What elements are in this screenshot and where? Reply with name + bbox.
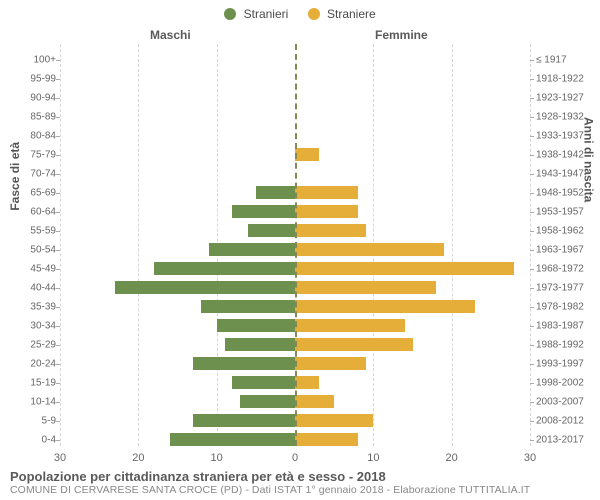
ytick-age: 55-59 [4,225,56,236]
chart-subtitle: COMUNE DI CERVARESE SANTA CROCE (PD) - D… [10,484,590,496]
bar-female [295,433,358,446]
ytick-birth: 1923-1927 [536,92,600,103]
xtick: 20 [446,452,458,464]
legend-item-female: Straniere [308,6,376,21]
ytick-birth: 1983-1987 [536,320,600,331]
ytick-birth: 1943-1947 [536,168,600,179]
gridline [60,44,61,446]
bar-female [295,319,405,332]
bar-male [217,319,295,332]
bar-male [193,357,295,370]
ytick-birth: 1933-1937 [536,130,600,141]
ytick-age: 10-14 [4,396,56,407]
ytick-birth: 1918-1922 [536,73,600,84]
bar-male [240,395,295,408]
ytick-age: 25-29 [4,339,56,350]
ytick-birth: 1988-1992 [536,339,600,350]
bar-female [295,205,358,218]
ytick-age: 15-19 [4,377,56,388]
bar-female [295,243,444,256]
legend-swatch-female [308,8,320,20]
ytick-birth: 1973-1977 [536,282,600,293]
bar-male [256,186,295,199]
ytick-birth: 1968-1972 [536,263,600,274]
ytick-birth: 1998-2002 [536,377,600,388]
xtick: 30 [54,452,66,464]
chart-title: Popolazione per cittadinanza straniera p… [10,469,590,484]
xtick: 10 [367,452,379,464]
ytick-birth: 1958-1962 [536,225,600,236]
ytick-birth: 1963-1967 [536,244,600,255]
ytick-birth: 1953-1957 [536,206,600,217]
bar-male [209,243,295,256]
bar-male [154,262,295,275]
ytick-age: 0-4 [4,434,56,445]
xtick: 0 [292,452,298,464]
bar-female [295,357,366,370]
bar-female [295,338,413,351]
plot-area: 100+≤ 191795-991918-192290-941923-192785… [60,44,530,446]
ytick-birth: 1993-1997 [536,358,600,369]
ytick-age: 50-54 [4,244,56,255]
bar-female [295,224,366,237]
bar-male [201,300,295,313]
ytick-age: 70-74 [4,168,56,179]
legend-label-female: Straniere [327,7,376,21]
ytick-age: 100+ [4,54,56,65]
ytick-age: 90-94 [4,92,56,103]
bar-female [295,414,373,427]
ytick-age: 35-39 [4,301,56,312]
population-pyramid-chart: Stranieri Straniere Maschi Femmine Fasce… [0,0,600,500]
ytick-birth: 1978-1982 [536,301,600,312]
ytick-birth: 2008-2012 [536,415,600,426]
bar-female [295,262,514,275]
xtick: 30 [524,452,536,464]
ytick-age: 95-99 [4,73,56,84]
bar-female [295,395,334,408]
bar-female [295,281,436,294]
ytick-birth: 2003-2007 [536,396,600,407]
bar-male [170,433,295,446]
gridline [138,44,139,446]
ytick-age: 85-89 [4,111,56,122]
ytick-age: 65-69 [4,187,56,198]
bar-male [248,224,295,237]
bar-male [232,376,295,389]
xtick: 10 [211,452,223,464]
bar-female [295,186,358,199]
ytick-birth: ≤ 1917 [536,54,600,65]
bar-female [295,148,319,161]
legend-item-male: Stranieri [224,6,288,21]
bar-male [115,281,295,294]
ytick-birth: 1948-1952 [536,187,600,198]
legend-swatch-male [224,8,236,20]
ytick-age: 40-44 [4,282,56,293]
bar-female [295,300,475,313]
gridline [530,44,531,446]
ytick-age: 30-34 [4,320,56,331]
ytick-age: 75-79 [4,149,56,160]
ytick-age: 45-49 [4,263,56,274]
bar-male [193,414,295,427]
ytick-birth: 1938-1942 [536,149,600,160]
column-header-male: Maschi [150,28,191,42]
center-axis-line [295,44,297,446]
ytick-age: 60-64 [4,206,56,217]
legend: Stranieri Straniere [0,6,600,21]
ytick-birth: 2013-2017 [536,434,600,445]
chart-footer: Popolazione per cittadinanza straniera p… [10,469,590,496]
column-header-female: Femmine [375,28,428,42]
ytick-age: 20-24 [4,358,56,369]
xtick: 20 [132,452,144,464]
bar-female [295,376,319,389]
legend-label-male: Stranieri [244,7,289,21]
bar-male [225,338,296,351]
ytick-age: 80-84 [4,130,56,141]
ytick-age: 5-9 [4,415,56,426]
ytick-birth: 1928-1932 [536,111,600,122]
gridline [452,44,453,446]
bar-male [232,205,295,218]
